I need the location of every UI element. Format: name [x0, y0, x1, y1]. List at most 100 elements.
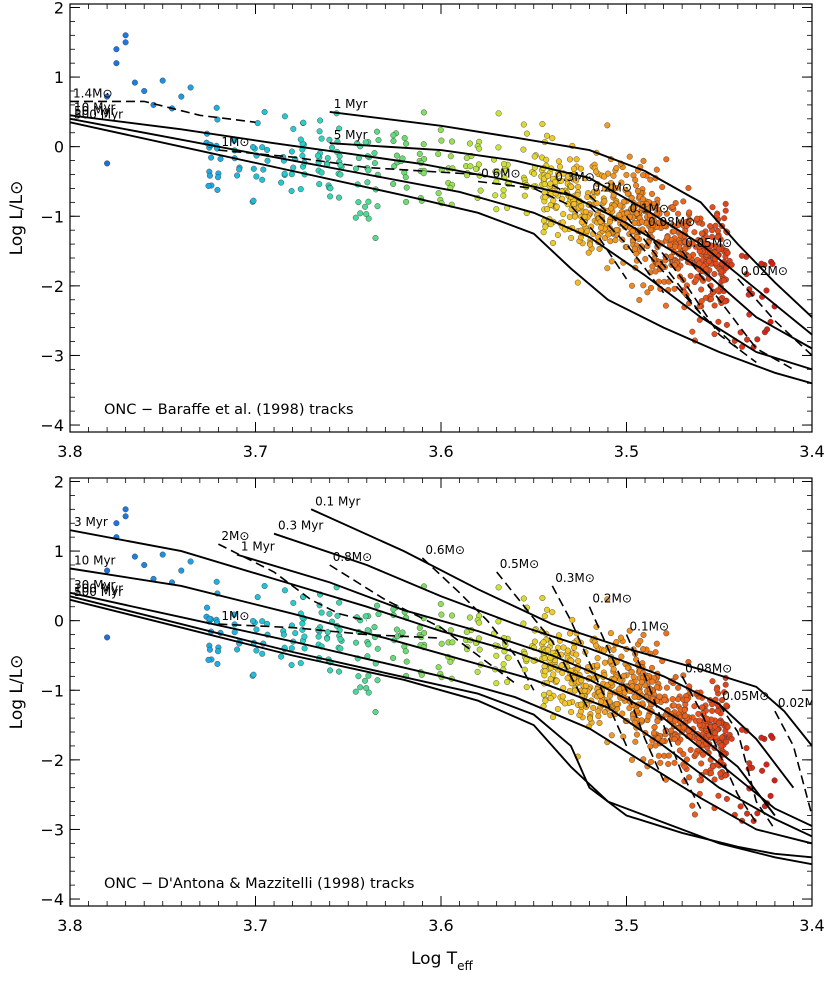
star-point: [250, 197, 257, 204]
star-point: [259, 144, 266, 151]
star-point: [607, 238, 614, 245]
star-point: [549, 135, 556, 142]
star-point: [663, 684, 670, 691]
star-point: [582, 208, 589, 215]
star-point: [122, 32, 129, 39]
star-point: [687, 272, 694, 279]
x-tick-label: 3.5: [614, 442, 639, 461]
star-point: [473, 165, 480, 172]
star-point: [573, 177, 580, 184]
star-point: [531, 153, 538, 160]
star-point: [290, 599, 297, 606]
star-point: [420, 170, 427, 177]
y-tick-label: −2: [40, 277, 64, 296]
star-point: [568, 234, 575, 241]
track-line: [218, 623, 442, 639]
star-point: [365, 198, 372, 205]
star-point: [435, 190, 442, 197]
star-point: [597, 692, 604, 699]
star-point: [540, 229, 547, 236]
star-point: [104, 93, 111, 100]
star-point: [626, 153, 633, 160]
star-point: [578, 203, 585, 210]
star-point: [610, 172, 617, 179]
star-point: [205, 182, 212, 189]
star-point: [104, 634, 111, 641]
star-point: [208, 154, 215, 161]
track-line: [478, 180, 628, 280]
star-point: [767, 792, 774, 799]
x-tick-label: 3.5: [614, 916, 639, 935]
star-point: [610, 646, 617, 653]
star-point: [675, 684, 682, 691]
star-point: [653, 684, 660, 691]
star-point: [632, 738, 639, 745]
star-point: [564, 675, 571, 682]
star-point: [623, 171, 630, 178]
star-point: [617, 634, 624, 641]
star-point: [352, 214, 359, 221]
star-point: [723, 702, 730, 709]
star-point: [561, 700, 568, 707]
star-point: [754, 336, 761, 343]
star-point: [708, 296, 715, 303]
track-label: 0.02M⊙: [741, 264, 788, 278]
star-point: [542, 223, 549, 230]
star-point: [712, 730, 719, 737]
star-point: [374, 203, 381, 210]
isochrone-label: 3 Myr: [74, 515, 108, 529]
star-point: [316, 181, 323, 188]
star-point: [605, 231, 612, 238]
star-point: [758, 260, 765, 267]
star-point: [544, 206, 551, 213]
star-point: [466, 614, 473, 621]
star-point: [141, 87, 148, 94]
star-point: [604, 122, 611, 129]
star-point: [665, 761, 672, 768]
star-point: [714, 227, 721, 234]
star-point: [582, 682, 589, 689]
y-tick-label: 0: [54, 612, 64, 631]
star-point: [337, 171, 344, 178]
star-point: [364, 179, 371, 186]
star-point: [329, 144, 336, 151]
star-point: [608, 732, 615, 739]
star-point: [393, 152, 400, 159]
y-tick-label: 2: [54, 0, 64, 17]
star-point: [259, 650, 266, 657]
star-point: [437, 126, 444, 133]
star-point: [353, 639, 360, 646]
star-point: [292, 630, 299, 637]
isochrone-line: [70, 117, 812, 371]
star-point: [593, 642, 600, 649]
star-point: [721, 689, 728, 696]
star-point: [438, 640, 445, 647]
star-point: [568, 183, 575, 190]
star-point: [636, 297, 643, 304]
star-point: [689, 802, 696, 809]
star-point: [372, 234, 379, 241]
star-point: [706, 258, 713, 265]
star-point: [236, 166, 243, 173]
star-point: [717, 770, 724, 777]
isochrone-label: 50 Myr: [74, 104, 116, 118]
star-point: [253, 647, 260, 654]
star-point: [568, 709, 575, 716]
star-point: [711, 302, 718, 309]
star-point: [416, 624, 423, 631]
x-tick-label: 3.6: [428, 442, 453, 461]
star-point: [668, 727, 675, 734]
star-point: [571, 213, 578, 220]
star-point: [500, 187, 507, 194]
star-point: [709, 204, 716, 211]
track-line: [681, 675, 757, 823]
star-point: [642, 255, 649, 262]
track-line: [496, 571, 591, 712]
star-point: [608, 205, 615, 212]
star-point: [634, 187, 641, 194]
isochrone-line: [70, 114, 812, 350]
star-point: [593, 168, 600, 175]
star-point: [668, 253, 675, 260]
star-point: [714, 233, 721, 240]
star-point: [520, 146, 527, 153]
